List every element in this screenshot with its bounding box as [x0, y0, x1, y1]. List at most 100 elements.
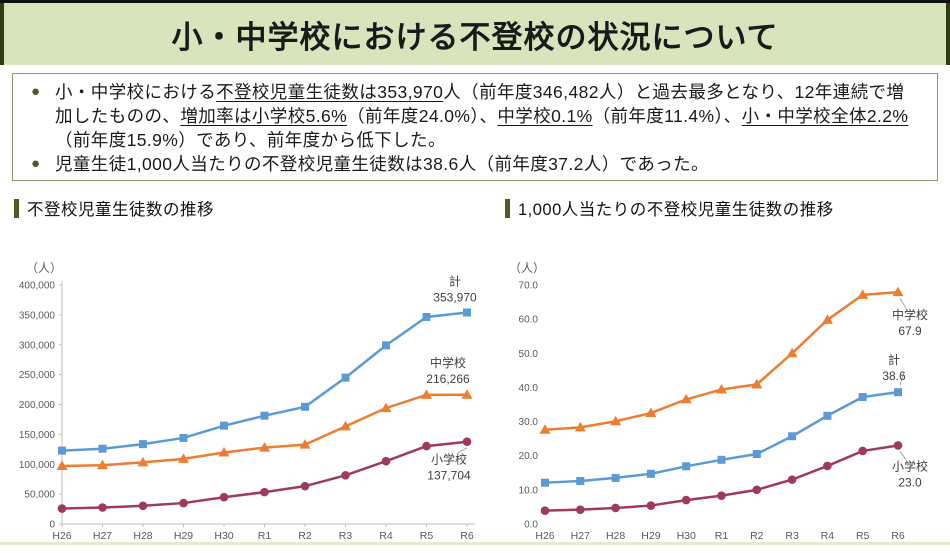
y-tick-label: 0.0	[524, 520, 538, 531]
square-marker-icon	[611, 473, 620, 482]
x-tick-label: R1	[258, 530, 272, 542]
square-marker-icon	[858, 392, 867, 401]
circle-marker-icon	[179, 498, 188, 508]
triangle-marker-icon	[178, 453, 189, 463]
y-axis-unit-label: （人）	[509, 261, 545, 275]
bullet-icon: ●	[31, 155, 41, 172]
callout-line	[899, 451, 907, 460]
y-tick-label: 300,000	[19, 340, 56, 351]
triangle-marker-icon	[574, 421, 586, 432]
circle-marker-icon	[752, 485, 762, 495]
square-marker-icon	[463, 308, 471, 317]
square-marker-icon	[682, 462, 691, 471]
x-tick-label: R3	[785, 530, 799, 542]
x-tick-label: H26	[535, 530, 554, 542]
series-name-label: 中学校	[430, 355, 466, 370]
square-marker-icon	[752, 450, 761, 459]
text: （前年度15.9%）であり、前年度から低下した。	[55, 130, 446, 150]
triangle-marker-icon	[610, 415, 622, 426]
triangle-marker-icon	[259, 442, 270, 452]
series-line	[544, 290, 899, 432]
series-value-label: 353,970	[433, 291, 477, 305]
circle-marker-icon	[381, 456, 391, 466]
square-marker-icon	[422, 312, 431, 321]
y-axis-unit-label: （人）	[26, 261, 62, 275]
x-tick-label: H30	[214, 530, 233, 542]
x-tick-label: H30	[677, 530, 696, 542]
series-line	[61, 311, 468, 452]
triangle-marker-icon	[380, 402, 392, 413]
green-bar-icon	[505, 199, 510, 218]
summary-bullet: ● 児童生徒1,000人当たりの不登校児童生徒数は38.6人（前年度37.2人）で…	[29, 152, 921, 176]
square-marker-icon	[646, 469, 655, 478]
circle-marker-icon	[893, 441, 903, 450]
summary-box: ● 小・中学校における不登校児童生徒数は353,970人（前年度346,482人）…	[12, 73, 938, 181]
x-tick-label: R5	[420, 530, 434, 542]
y-tick-label: 10.0	[519, 485, 539, 496]
y-tick-label: 0	[49, 520, 55, 531]
text: 小・中学校における	[55, 82, 217, 102]
triangle-marker-icon	[645, 407, 657, 418]
series-junior-high: 中学校 216,266	[56, 355, 473, 471]
triangle-marker-icon	[892, 286, 904, 297]
y-tick-label: 400,000	[19, 281, 56, 292]
square-marker-icon	[382, 341, 390, 350]
triangle-marker-icon	[680, 393, 692, 404]
x-tick-label: H29	[174, 530, 193, 542]
series-name-label: 計	[888, 352, 900, 367]
y-tick-label: 200,000	[19, 400, 56, 411]
chart-svg: （人） 0.0 10.0 20.0 30.0 40.0 50.0 60.0 70.0 H26 H27…	[509, 261, 928, 542]
x-tick-label: H27	[571, 530, 590, 542]
callout-line	[457, 447, 468, 454]
callout-line	[899, 297, 907, 309]
circle-marker-icon	[57, 504, 67, 513]
underlined-text: 増加率は小学校5.6%	[180, 106, 348, 126]
x-tick-label: R2	[750, 530, 764, 542]
x-tick-label: R4	[821, 530, 835, 542]
y-tick-label: 350,000	[19, 310, 56, 321]
square-marker-icon	[98, 444, 107, 453]
x-tick-label: H28	[606, 530, 625, 542]
x-tick-label: H27	[93, 530, 112, 542]
x-tick-label: R5	[856, 530, 870, 542]
y-tick-label: 150,000	[19, 430, 56, 441]
triangle-marker-icon	[56, 460, 68, 471]
title-band: 小・中学校における不登校の状況について	[0, 3, 950, 65]
x-tick-label: H28	[133, 530, 152, 542]
triangle-marker-icon	[97, 459, 108, 470]
triangle-marker-icon	[539, 424, 551, 434]
summary-list: ● 小・中学校における不登校児童生徒数は353,970人（前年度346,482人）…	[29, 80, 921, 176]
circle-marker-icon	[576, 505, 585, 514]
triangle-marker-icon	[751, 378, 763, 389]
square-marker-icon	[541, 478, 549, 487]
text: （前年度11.4%）、	[592, 106, 742, 126]
text: 児童生徒1,000人当たりの不登校児童生徒数は38.6人（前年度37.2人）であ…	[55, 154, 709, 174]
x-tick-label: R3	[339, 530, 353, 542]
series-value-label: 216,266	[426, 372, 470, 386]
square-marker-icon	[139, 440, 147, 449]
y-tick-label: 60.0	[519, 315, 539, 326]
series-total: 計 353,970	[58, 274, 477, 455]
square-marker-icon	[58, 446, 66, 455]
triangle-marker-icon	[716, 383, 727, 394]
y-tick-label: 70.0	[519, 281, 539, 292]
x-tick-label: R2	[298, 530, 312, 542]
series-value-label: 137,704	[427, 469, 471, 483]
series-line	[544, 390, 899, 484]
bullet-icon: ●	[31, 83, 41, 100]
triangle-marker-icon	[786, 347, 798, 358]
x-tick-label: R4	[379, 530, 393, 542]
green-bar-icon	[14, 199, 19, 218]
x-tick-label: R1	[715, 530, 729, 542]
circle-marker-icon	[646, 501, 656, 510]
x-tick-label: R6	[460, 530, 474, 542]
circle-marker-icon	[462, 437, 472, 447]
square-marker-icon	[341, 373, 350, 382]
x-tick-label: H29	[641, 530, 660, 542]
series-name-label: 小学校	[892, 458, 928, 473]
series-junior-high: 中学校 67.9	[539, 286, 928, 434]
x-tick-label: R6	[891, 530, 905, 542]
circle-marker-icon	[787, 475, 797, 484]
chart-title-absentee-rate: 1,000人当たりの不登校児童生徒数の推移	[505, 196, 834, 220]
square-marker-icon	[823, 411, 832, 420]
